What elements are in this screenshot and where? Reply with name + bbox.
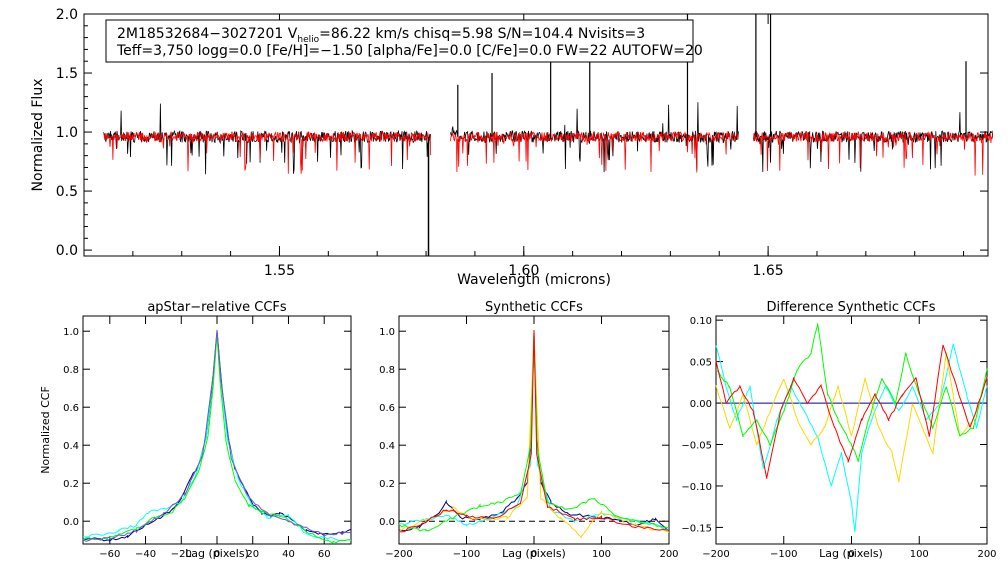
panel-3-ticks: −0.15 −0.10 −0.05 0.00 0.05 0.10 −200 −100 0 100 2… bbox=[681, 316, 997, 560]
ccf-series-visit-2 bbox=[82, 333, 352, 545]
ccf-x-tick-label: −40 bbox=[135, 549, 156, 560]
ccf-y-tick-label: 0.2 bbox=[379, 479, 395, 490]
ccf-series-visit-1 bbox=[715, 343, 988, 533]
y-tick-label: 1.0 bbox=[56, 125, 78, 141]
panel-1-ylabel: Normalized CCF bbox=[39, 386, 52, 474]
ccf-y-tick-label: 1.0 bbox=[379, 327, 395, 338]
ccf-y-tick-label: −0.10 bbox=[681, 482, 712, 493]
spectrum-ylabel: Normalized Flux bbox=[30, 79, 46, 192]
model-spectrum bbox=[103, 130, 432, 174]
ccf-x-tick-label: −20 bbox=[171, 549, 192, 560]
ccf-y-tick-label: 0.2 bbox=[63, 479, 79, 490]
ccf-y-tick-label: 0.4 bbox=[379, 441, 395, 452]
ccf-series-visit-3 bbox=[398, 335, 670, 532]
ccf-x-tick-label: 0 bbox=[214, 549, 220, 560]
ccf-series-combined bbox=[398, 330, 670, 532]
panel-2-series bbox=[398, 329, 670, 539]
ccf-y-tick-label: −0.05 bbox=[681, 441, 712, 452]
panel-1-series bbox=[82, 329, 352, 545]
observed-spectrum bbox=[753, 112, 994, 173]
ccf-y-tick-label: 0.0 bbox=[63, 517, 79, 528]
ccf-x-tick-label: 0 bbox=[848, 549, 854, 560]
ccf-series-visit-3 bbox=[82, 329, 352, 542]
panel-2-xlabel: Lag (pixels) bbox=[502, 547, 566, 560]
ccf-y-tick-label: 0.8 bbox=[379, 365, 395, 376]
ccf-x-tick-label: 60 bbox=[318, 549, 331, 560]
ccf-x-tick-label: 100 bbox=[910, 549, 929, 560]
ccf-x-tick-label: 20 bbox=[246, 549, 259, 560]
ccf-series-visit-4 bbox=[715, 344, 988, 479]
ccf-x-tick-label: 200 bbox=[659, 549, 678, 560]
ccf-y-tick-label: 0.10 bbox=[690, 316, 712, 327]
ccf-series-visit-1 bbox=[399, 341, 670, 530]
y-tick-label: 0.5 bbox=[56, 184, 78, 200]
panel-1-title: apStar−relative CCFs bbox=[147, 300, 287, 315]
ccf-x-tick-label: −200 bbox=[702, 549, 729, 560]
panel-2-title: Synthetic CCFs bbox=[485, 300, 583, 315]
ccf-series-visit-3 bbox=[715, 323, 988, 463]
ccf-x-tick-label: 100 bbox=[592, 549, 611, 560]
ccf-series-visit-2 bbox=[715, 351, 988, 483]
ccf-x-tick-label: 40 bbox=[282, 549, 295, 560]
ccf-x-tick-label: −60 bbox=[99, 549, 120, 560]
panel-1-frame bbox=[82, 315, 352, 545]
panel-apstar-ccf: apStar−relative CCFs 0.0 0.2 0.4 0.6 0.8 1.0 −… bbox=[39, 300, 352, 560]
ccf-x-tick-label: −100 bbox=[453, 549, 480, 560]
ccf-series-combined bbox=[82, 330, 352, 543]
spectrum-xlabel: Wavelength (microns) bbox=[457, 272, 611, 288]
ccf-y-tick-label: 1.0 bbox=[63, 327, 79, 338]
ccf-x-tick-label: −100 bbox=[770, 549, 797, 560]
ccf-y-tick-label: 0.0 bbox=[379, 517, 395, 528]
spectrum-ticks: 0.0 0.5 1.0 1.5 2.0 1.55 1.60 1.65 bbox=[56, 7, 988, 279]
spectrum-panel: 0.0 0.5 1.0 1.5 2.0 1.55 1.60 1.65 2M18532684−3… bbox=[30, 7, 994, 288]
observed-spectrum bbox=[103, 103, 432, 175]
model-spectrum bbox=[450, 130, 739, 173]
panel-1-ticks: 0.0 0.2 0.4 0.6 0.8 1.0 −60 −40 −20 0 20 40 60 bbox=[63, 316, 351, 560]
y-tick-label: 0.0 bbox=[56, 243, 78, 259]
ccf-x-tick-label: 0 bbox=[531, 549, 537, 560]
header-line-2: Teff=3,750 logg=0.0 [Fe/H]=−1.50 [alpha/… bbox=[116, 43, 703, 59]
panel-3-title: Difference Synthetic CCFs bbox=[766, 300, 935, 315]
y-tick-label: 2.0 bbox=[56, 7, 78, 23]
panel-1-xlabel: Lag (pixels) bbox=[185, 547, 249, 560]
ccf-y-tick-label: 0.6 bbox=[379, 403, 395, 414]
panel-difference-ccf: Difference Synthetic CCFs −0.15 −0.10 −0.0… bbox=[681, 300, 996, 560]
ccf-y-tick-label: 0.6 bbox=[63, 403, 79, 414]
ccf-x-tick-label: −200 bbox=[385, 549, 412, 560]
x-tick-label: 1.60 bbox=[508, 263, 539, 279]
ccf-series-visit-2 bbox=[398, 334, 670, 539]
panel-3-series bbox=[715, 323, 988, 533]
ccf-series-visit-1 bbox=[82, 333, 352, 542]
ccf-y-tick-label: −0.15 bbox=[681, 523, 712, 534]
header-line-1: 2M18532684−3027201 Vhelio=86.22 km/s chi… bbox=[117, 26, 645, 45]
header-box bbox=[105, 19, 694, 63]
ccf-y-tick-label: 0.05 bbox=[690, 358, 712, 369]
panel-synthetic-ccf: Synthetic CCFs 0.0 0.2 0.4 0.6 0.8 1.0 −200 −10… bbox=[379, 300, 678, 560]
ccf-y-tick-label: 0.4 bbox=[63, 441, 79, 452]
ccf-x-tick-label: 200 bbox=[977, 549, 996, 560]
ccf-y-tick-label: 0.8 bbox=[63, 365, 79, 376]
model-spectrum bbox=[753, 130, 994, 176]
panel-3-xlabel: Lag (pixels) bbox=[819, 547, 883, 560]
ccf-y-tick-label: 0.00 bbox=[690, 399, 712, 410]
ccf-series-visit-4 bbox=[398, 329, 670, 533]
y-tick-label: 1.5 bbox=[56, 66, 78, 82]
x-tick-label: 1.55 bbox=[264, 263, 295, 279]
x-tick-label: 1.65 bbox=[753, 263, 784, 279]
